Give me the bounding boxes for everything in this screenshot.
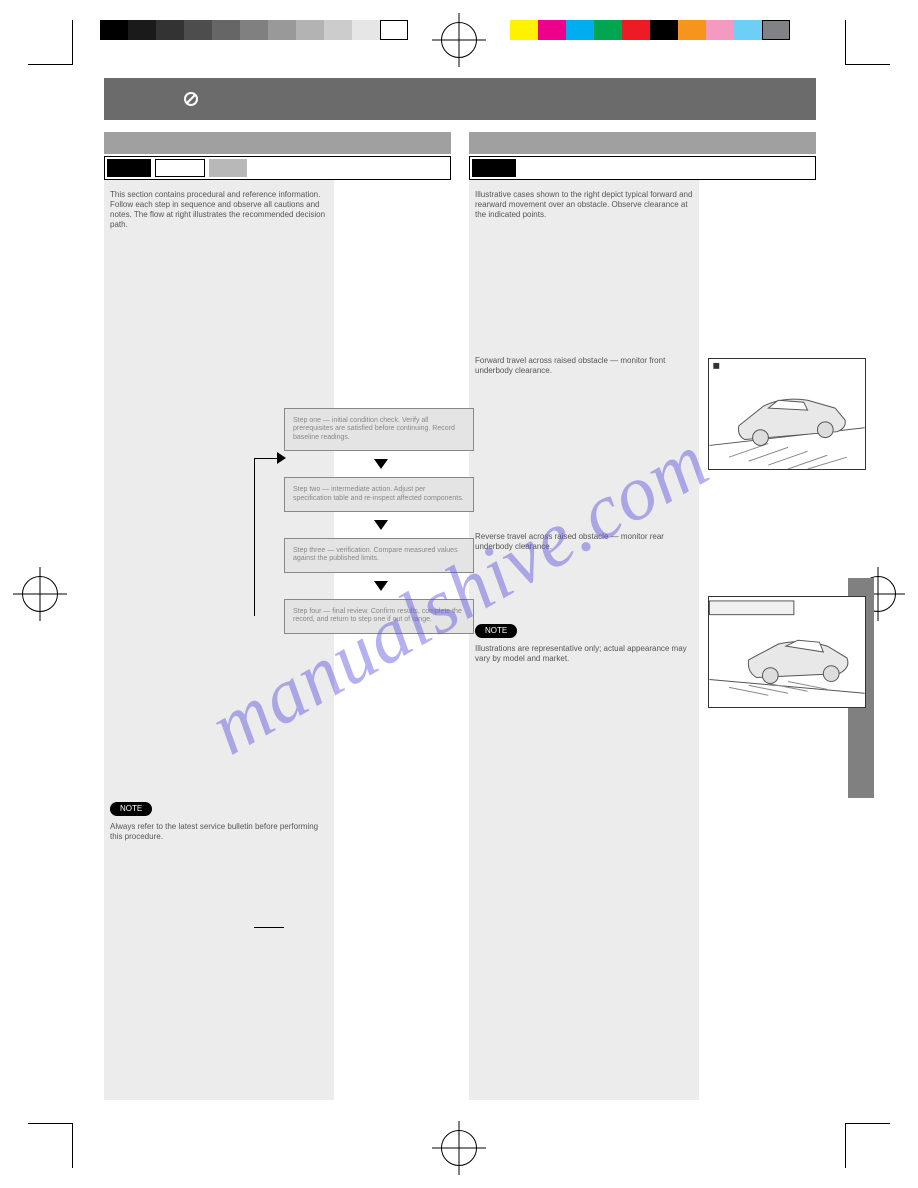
swatch <box>734 20 762 40</box>
grayscale-color-bar <box>100 20 408 40</box>
illustration-forward <box>708 358 866 470</box>
swatch <box>706 20 734 40</box>
swatch <box>538 20 566 40</box>
swatch <box>566 20 594 40</box>
right-column-heading <box>469 132 816 154</box>
flow-step-2: Step two — intermediate action. Adjust p… <box>284 477 474 512</box>
right-column-body: Illustrative cases shown to the right de… <box>469 180 699 1100</box>
process-color-bar <box>510 20 790 40</box>
swatch <box>678 20 706 40</box>
status-chip-outline <box>155 159 205 177</box>
left-intro-text: This section contains procedural and ref… <box>110 190 328 230</box>
flow-step-1: Step one — initial condition check. Veri… <box>284 408 474 451</box>
status-chip-grey <box>209 159 247 177</box>
flow-return-line <box>254 458 255 616</box>
right-intro-text: Illustrative cases shown to the right de… <box>475 190 693 220</box>
flow-entry-arrow <box>277 452 286 464</box>
flow-arrow-3 <box>374 581 388 591</box>
left-column-body: This section contains procedural and ref… <box>104 180 334 1100</box>
left-note-text: Always refer to the latest service bulle… <box>110 822 328 842</box>
swatch <box>594 20 622 40</box>
prohibit-icon <box>184 92 198 106</box>
swatch <box>128 20 156 40</box>
right-note-text: Illustrations are representative only; a… <box>475 644 693 664</box>
left-status-bar <box>104 156 451 180</box>
right-status-bar <box>469 156 816 180</box>
page-content: This section contains procedural and ref… <box>104 78 816 1110</box>
flow-arrow-1 <box>374 459 388 469</box>
illustration-2-caption: Reverse travel across raised obstacle — … <box>475 532 693 552</box>
registration-mark-top <box>441 22 477 58</box>
flow-arrow-2 <box>374 520 388 530</box>
swatch <box>324 20 352 40</box>
swatch <box>380 20 408 40</box>
crop-mark-top-right <box>845 20 890 65</box>
swatch <box>156 20 184 40</box>
flow-step-4: Step four — final review. Confirm result… <box>284 599 474 634</box>
registration-mark-bottom <box>441 1130 477 1166</box>
swatch <box>240 20 268 40</box>
section-header <box>104 78 816 120</box>
registration-mark-left <box>22 576 58 612</box>
illustration-1-caption: Forward travel across raised obstacle — … <box>475 356 693 376</box>
crop-mark-top-left <box>28 20 73 65</box>
note-label-left: NOTE <box>110 802 152 816</box>
swatch <box>622 20 650 40</box>
left-column-heading <box>104 132 451 154</box>
swatch <box>212 20 240 40</box>
swatch <box>268 20 296 40</box>
status-chip-solid <box>472 159 516 177</box>
flow-bottom-connector <box>254 927 284 928</box>
illustration-reverse <box>708 596 866 708</box>
crop-mark-bottom-right <box>845 1123 890 1168</box>
swatch <box>184 20 212 40</box>
swatch <box>352 20 380 40</box>
swatch <box>650 20 678 40</box>
flow-step-3: Step three — verification. Compare measu… <box>284 538 474 573</box>
swatch <box>296 20 324 40</box>
crop-mark-bottom-left <box>28 1123 73 1168</box>
status-chip-solid <box>107 159 151 177</box>
flowchart: Step one — initial condition check. Veri… <box>224 408 494 634</box>
swatch <box>762 20 790 40</box>
swatch <box>510 20 538 40</box>
swatch <box>100 20 128 40</box>
